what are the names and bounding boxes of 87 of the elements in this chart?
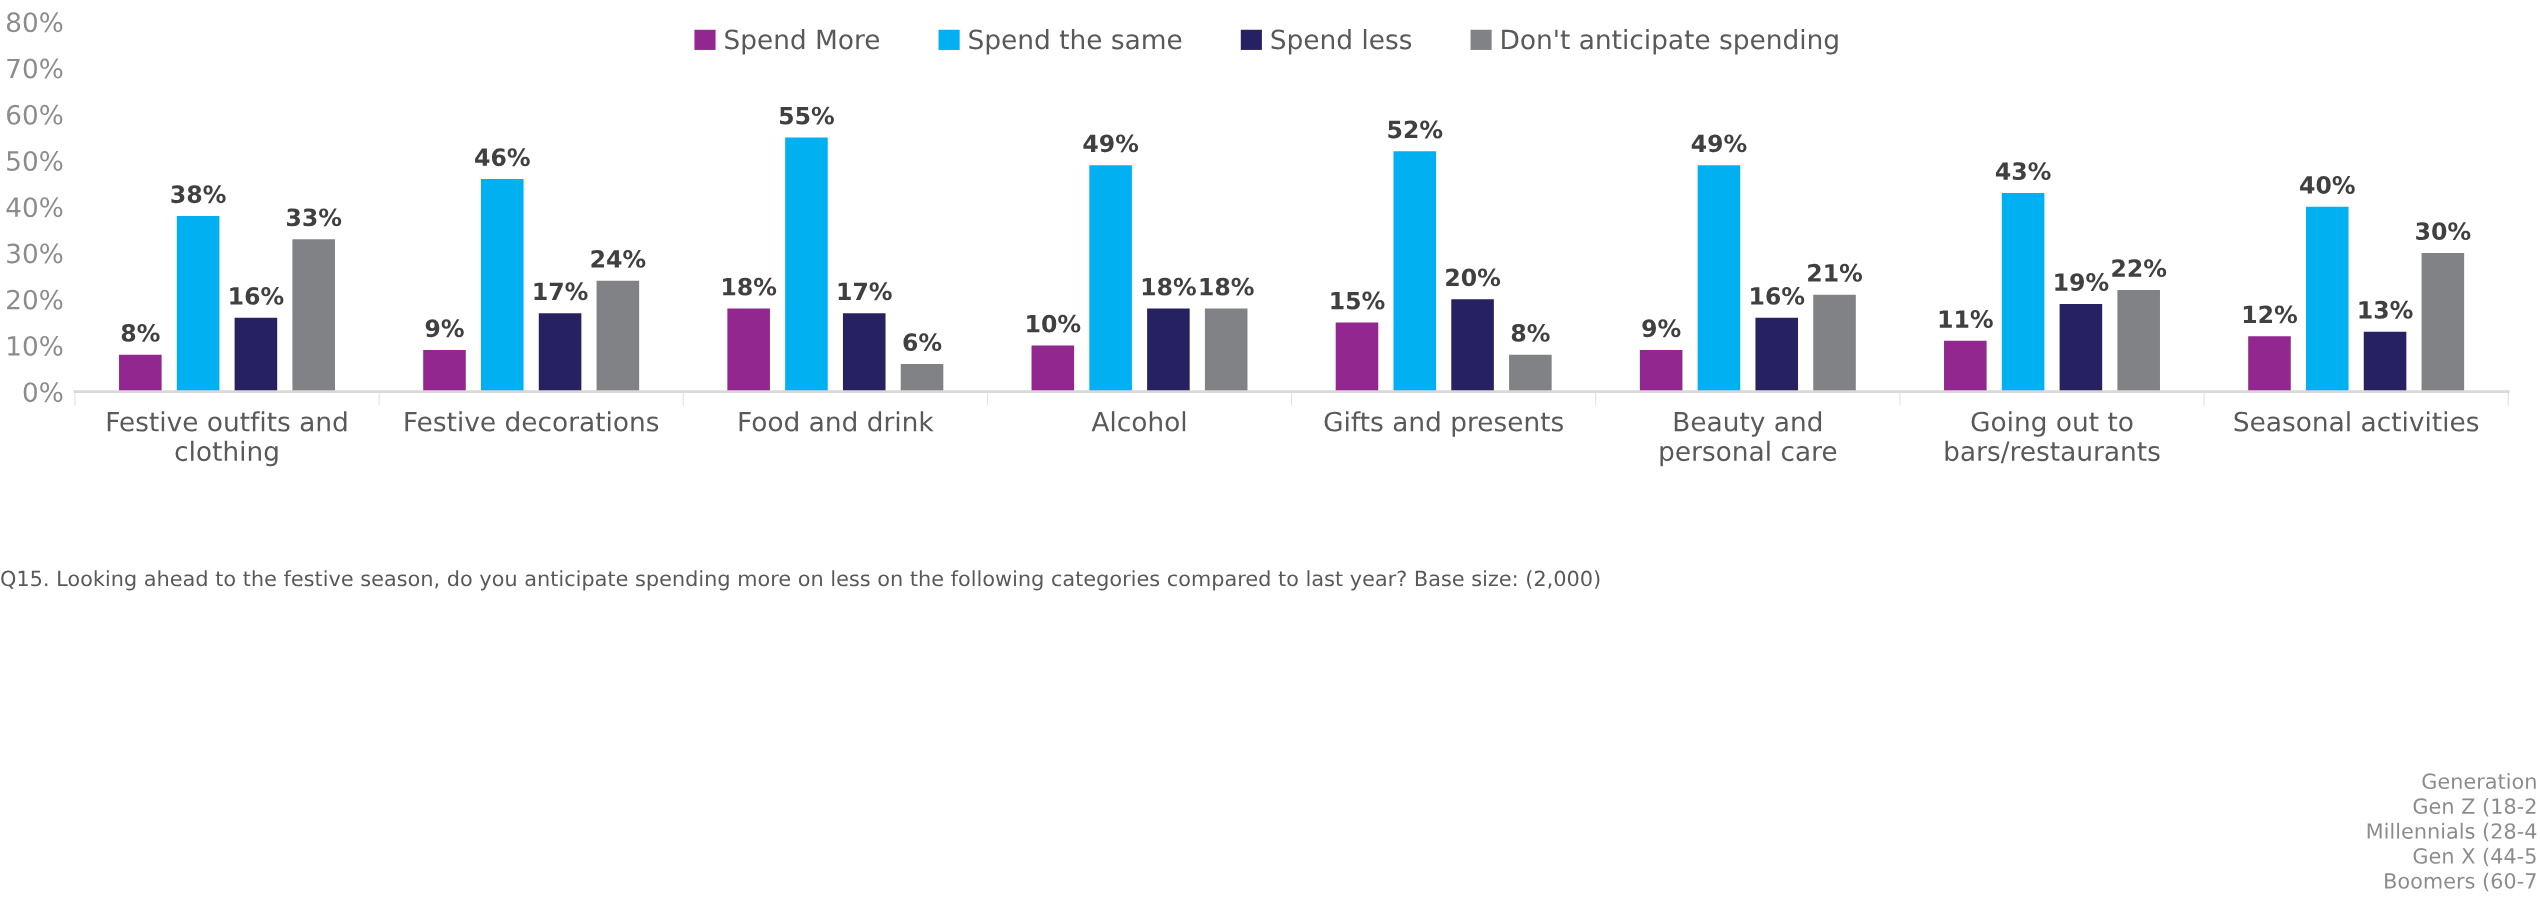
data-label: 21% [1808,263,1863,282]
bar [1089,165,1132,392]
bar [480,179,524,392]
data-label: 46% [475,148,530,167]
data-label: 9% [1642,319,1681,338]
data-label: 13% [2359,300,2413,319]
x-tick-label: Food and drink [739,411,934,432]
data-label: 24% [591,250,646,268]
data-label: 52% [1388,120,1443,139]
x-tick-label: Beauty and personal care [1660,411,1837,467]
bar [2117,290,2160,392]
bar [2363,331,2407,392]
data-label: 17% [838,282,892,301]
bar [1697,165,1741,392]
x-tick-label: Festive outfits and clothing [107,411,347,467]
x-tick-label: Gifts and presents [1324,411,1563,437]
legend-label: Spend the same [969,28,1182,55]
data-label: 12% [2243,305,2297,324]
bar [423,350,466,392]
bar [1944,340,1987,392]
y-tick-label: 0% [23,382,63,403]
bar [119,354,162,392]
bar [1451,299,1494,392]
bar [842,313,886,392]
y-tick-label: 70% [7,58,63,79]
bar [2001,192,2045,392]
bar [2421,253,2465,392]
bar [727,308,770,392]
bar [1639,350,1683,392]
bar [1335,322,1379,392]
y-tick-label: 20% [7,289,63,310]
y-tick-label: 80% [6,12,63,33]
legend-label: Spend less [1271,28,1412,55]
data-label: 9% [425,319,464,338]
bar [234,317,278,392]
data-label: 49% [1083,134,1139,153]
y-tick-label: 60% [7,104,63,125]
bar [1393,151,1437,392]
bar [1031,345,1075,392]
y-tick-label: 40% [6,197,63,218]
data-label: 55% [780,106,834,125]
data-label: 20% [1446,268,1501,287]
bar [1509,354,1552,392]
legend-label: Spend More [725,28,880,55]
data-label: 30% [2416,222,2471,241]
data-label: 49% [1691,134,1747,153]
data-label: 22% [2112,259,2167,278]
data-label: 15% [1331,291,1385,310]
data-label: 17% [534,282,588,301]
data-label: 18% [1200,277,1254,296]
data-label: 8% [121,323,160,342]
data-label: 16% [230,286,284,305]
bar [596,280,640,392]
y-tick-label: 30% [7,243,63,264]
bar [1813,294,1856,392]
x-tick-label: Alcohol [1091,411,1186,432]
bar [2059,303,2103,392]
data-label: 40% [2300,176,2355,194]
legend-label: Don't anticipate spending [1502,28,1838,55]
data-label: 19% [2055,273,2109,291]
data-label: 11% [1939,310,1993,328]
data-label: 10% [1027,314,1081,333]
x-tick-label: Seasonal activities [2234,411,2479,432]
bar [900,363,944,392]
data-label: 6% [903,333,942,352]
x-tick-label: Festive decorations [405,411,659,432]
bar [1204,308,1248,392]
data-label: 43% [1995,162,2051,181]
y-tick-label: 50% [7,151,63,171]
data-label: 38% [171,185,226,204]
data-label: 33% [287,208,342,227]
text: Generation Gen Z (18-2 Millennials (28-4 Gen X (44-5 Boomers (60-7 [2367,772,2537,892]
y-tick-label: 10% [8,335,63,356]
bar [176,216,220,392]
data-label: 8% [1511,323,1550,342]
bar [1147,308,1190,392]
bar [2305,206,2349,392]
bar [1755,317,1799,392]
data-label: 18% [1142,277,1196,296]
x-tick-label: Going out to bars/restaurants [1945,411,2160,464]
data-label: 18% [723,277,777,296]
bar [2248,336,2291,392]
bar [785,137,828,392]
bar [538,313,582,392]
data-label: 16% [1751,286,1805,305]
bar [292,239,335,392]
text: Q15. Looking ahead to the festive season, do you anticipate spending more on less on the following categories compared to last year? Base size: (2,000) [1,570,1600,591]
